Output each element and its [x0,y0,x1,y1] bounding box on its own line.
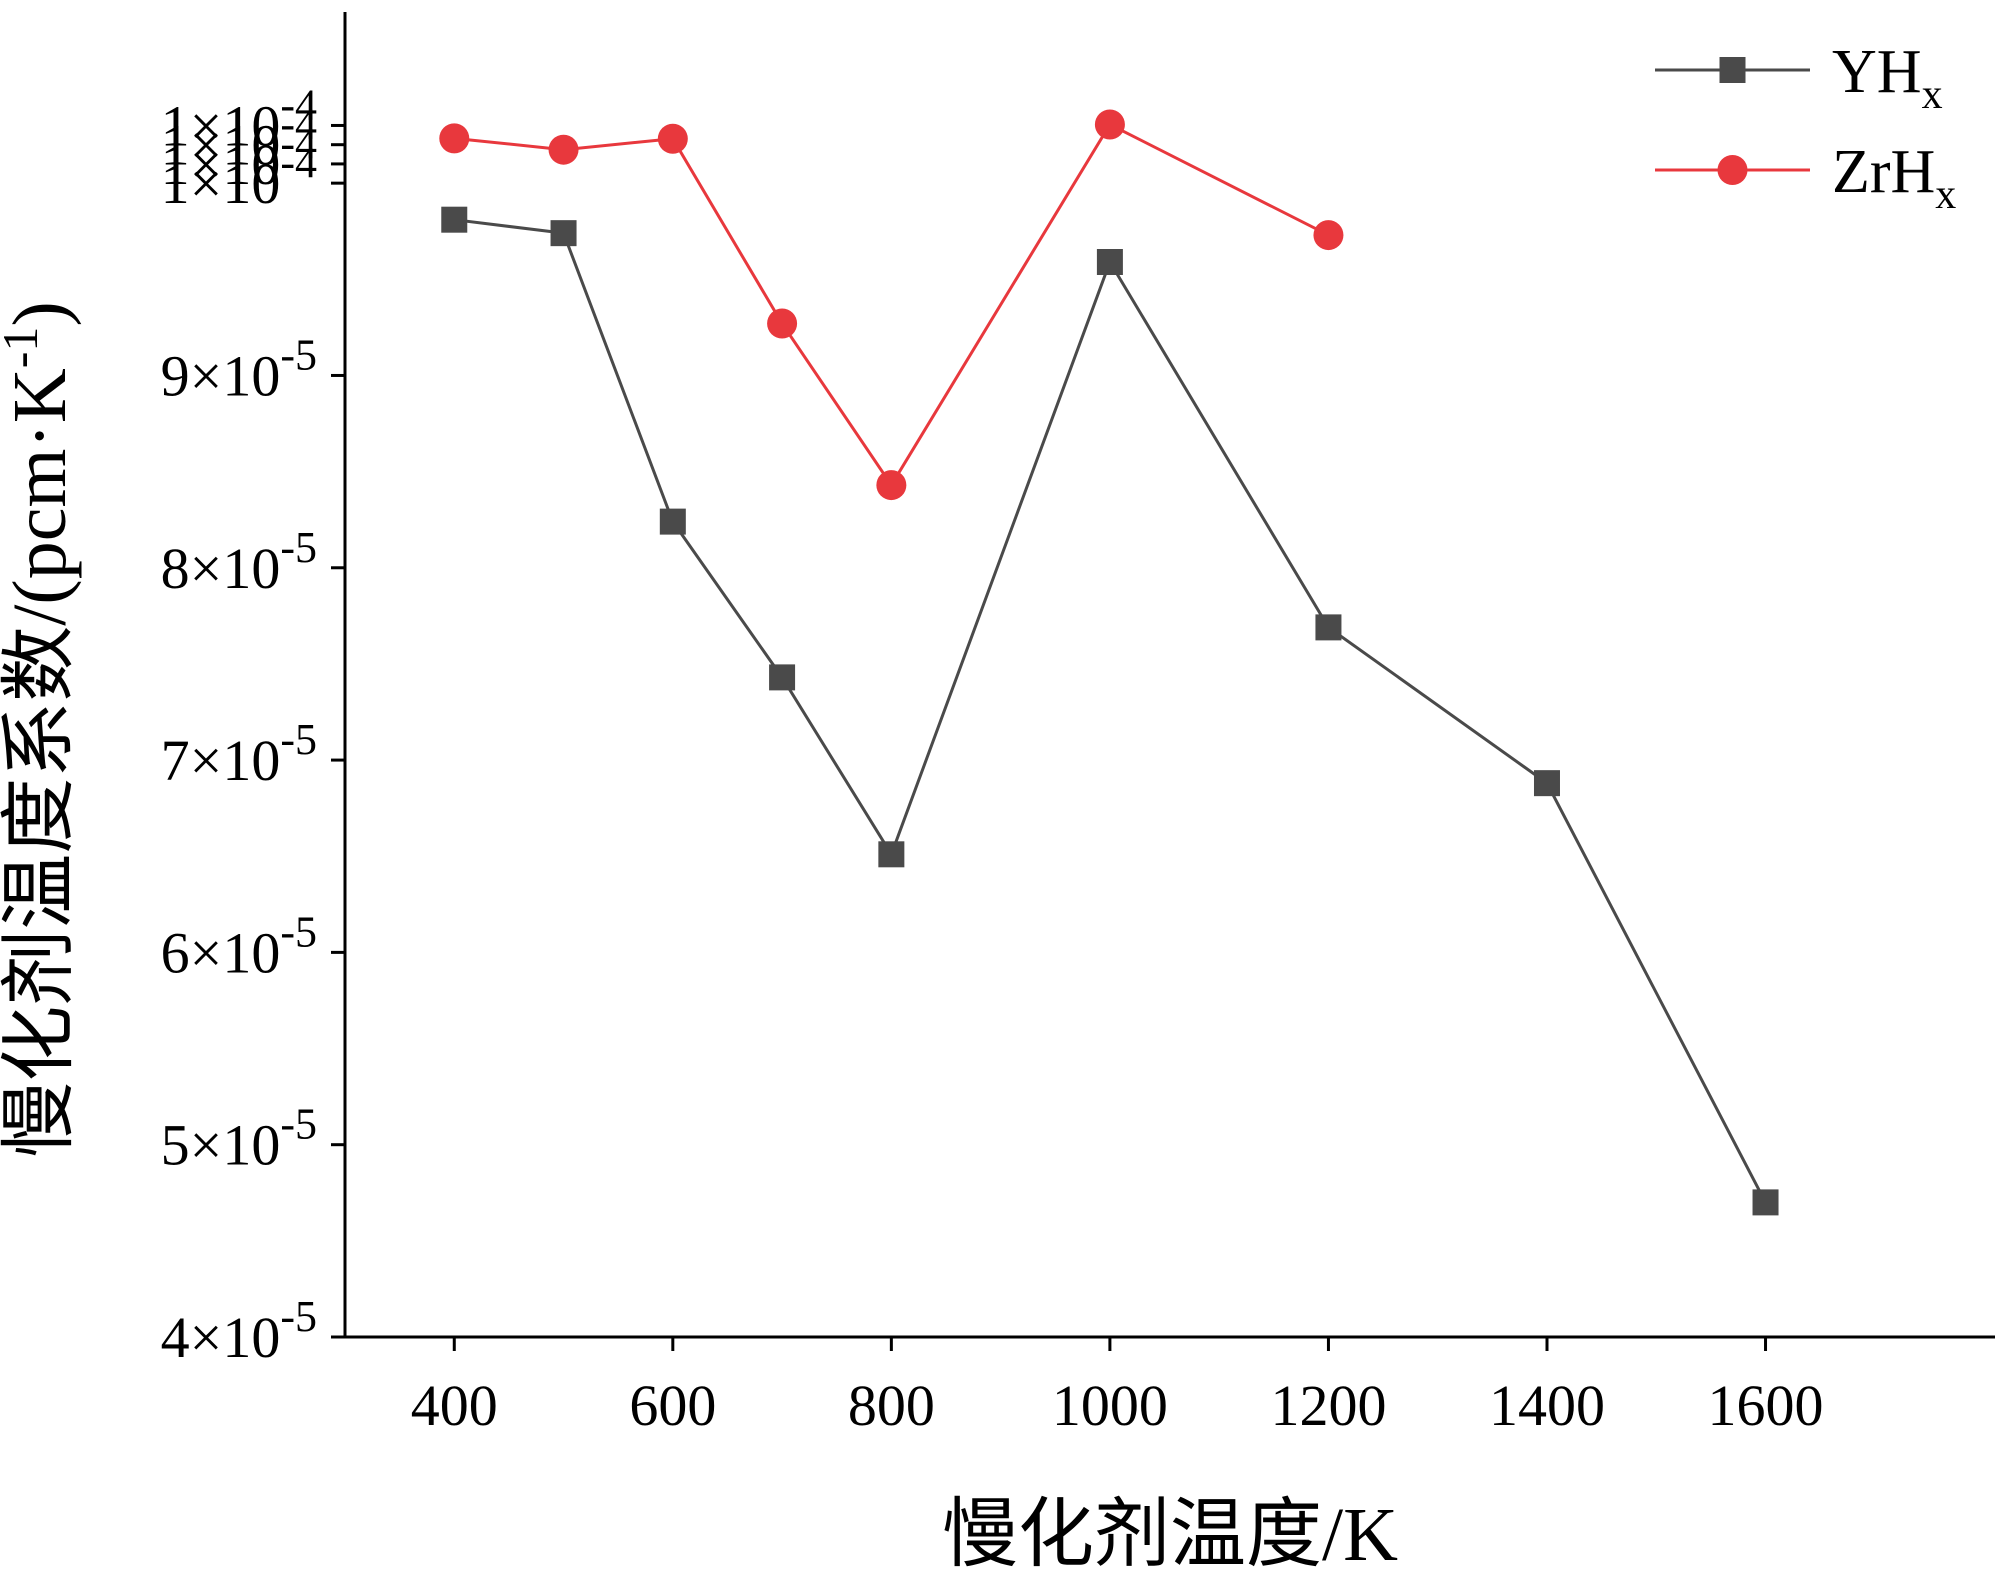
y-tick-label: 4×10-5 [161,1292,317,1370]
x-tick-label: 1600 [1708,1373,1824,1438]
x-ticks: 400 600 800 1000 1200 1400 1600 [411,1337,1824,1438]
y-tick-label: 5×10-5 [161,1100,317,1178]
y-tick-exponent: -5 [280,1100,317,1149]
y-tick-exponent: -4 [280,100,317,149]
y-tick-mantissa: 1×10 [161,151,281,216]
y-tick-mantissa: 1×10 [161,113,281,178]
y-tick-mantissa: 1×10 [161,132,281,197]
y-tick-mantissa: 8×10 [161,536,281,601]
y-tick-exponent: -4 [280,138,317,187]
data-point [1313,220,1344,251]
y-tick-label: 1×10-4 [161,119,317,197]
series-line-YHx [454,218,1767,1204]
y-tick-exponent: -4 [280,119,317,168]
y-tick-label: 6×10-5 [161,907,317,985]
series-line-ZrHx [454,122,1330,488]
data-point [1533,770,1560,797]
data-point [548,134,579,165]
y-tick-label: 7×10-5 [161,715,317,793]
data-point [659,508,686,535]
y-tick-label: 1×10-4 [161,100,317,178]
legend-item-ZrHx: ZrHx [1655,138,1956,218]
y-tick-label: 9×10-5 [161,330,317,408]
x-tick-label: 600 [629,1373,716,1438]
data-point [657,123,688,154]
y-tick-exponent: -4 [280,80,317,129]
y-tick-label: 8×10-5 [161,523,317,601]
legend-label: ZrHx [1832,138,1956,218]
y-tick-label: 1×10-4 [161,80,317,158]
x-tick-label: 1000 [1052,1373,1168,1438]
data-point [1096,249,1123,275]
data-point [1752,1189,1779,1216]
data-point [1315,614,1342,641]
data-point [550,220,577,247]
legend-item-YHx: YHx [1655,38,1943,118]
legend-marker [1719,57,1746,83]
y-tick-mantissa: 5×10 [161,1113,281,1178]
y-tick-exponent: -5 [280,523,317,572]
legend: YHx ZrHx [1655,38,1956,218]
y-axis-title-suffix: ) [0,301,82,326]
data-point [769,664,796,691]
x-tick-label: 800 [848,1373,935,1438]
y-tick-mantissa: 1×10 [161,93,281,158]
y-ticks: 4×10-55×10-56×10-57×10-58×10-59×10-51×10… [161,80,345,1370]
x-tick-label: 1200 [1270,1373,1386,1438]
data-point [876,470,907,501]
data-point [439,123,470,154]
y-axis-title-main: 慢化剂温度系数/(pcm·K [0,368,82,1158]
series-YHx [441,206,1779,1216]
y-axis-title: 慢化剂温度系数/(pcm·K-1) [0,301,82,1157]
y-tick-exponent: -5 [280,1292,317,1341]
series-layer [439,109,1779,1216]
series-ZrHx [439,109,1344,501]
y-tick-mantissa: 6×10 [161,920,281,985]
x-tick-label: 400 [411,1373,498,1438]
y-axis-title-superscript: -1 [0,327,48,369]
x-tick-label: 1400 [1489,1373,1605,1438]
x-axis-title: 慢化剂温度/K [942,1493,1398,1575]
legend-marker [1717,155,1748,185]
data-point [878,841,905,868]
y-tick-mantissa: 7×10 [161,728,281,793]
data-point [767,308,798,339]
y-tick-exponent: -5 [280,715,317,764]
y-tick-exponent: -5 [280,907,317,956]
legend-label: YHx [1832,38,1943,118]
axes [343,12,1995,1339]
data-point [441,206,468,233]
y-tick-exponent: -5 [280,330,317,379]
y-tick-mantissa: 4×10 [161,1305,281,1370]
y-tick-mantissa: 9×10 [161,343,281,408]
data-point [1094,109,1125,140]
y-tick-label: 1×10-4 [161,138,317,216]
